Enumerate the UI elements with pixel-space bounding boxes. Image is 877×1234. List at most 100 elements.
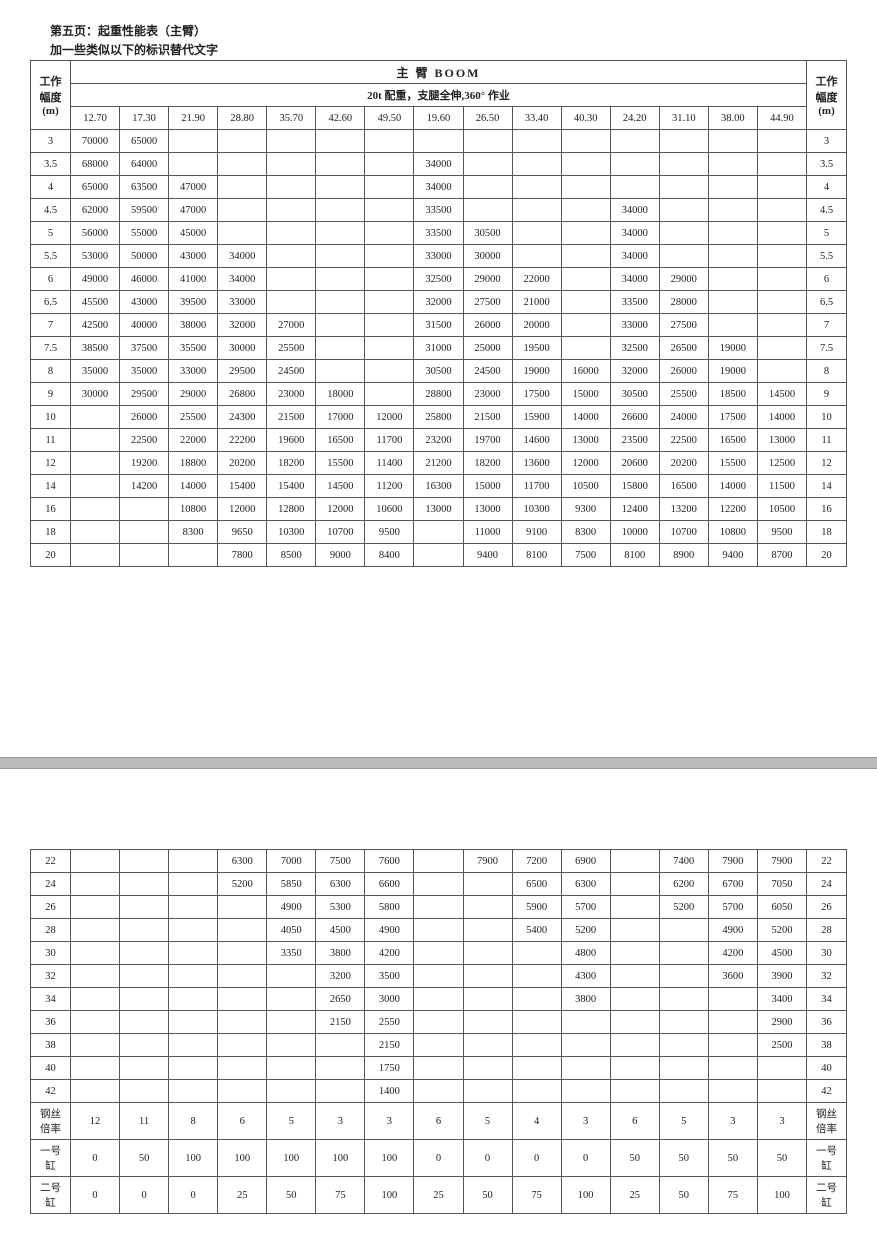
data-cell: 24500 [267,360,316,383]
data-cell [414,130,463,153]
data-cell: 6 [218,1103,267,1140]
data-cell: 11400 [365,452,414,475]
table-row: 370000650003 [31,130,847,153]
data-cell: 30500 [463,222,512,245]
data-cell: 49000 [71,268,120,291]
data-cell: 11700 [512,475,561,498]
data-cell [659,942,708,965]
row-label-right: 一号缸 [807,1140,847,1177]
data-cell [218,1011,267,1034]
data-cell: 16300 [414,475,463,498]
data-cell: 3200 [316,965,365,988]
data-cell: 18200 [463,452,512,475]
row-label-right: 3 [807,130,847,153]
data-cell [169,1057,218,1080]
data-cell: 25 [610,1177,659,1214]
data-cell [169,965,218,988]
data-cell [512,245,561,268]
data-cell: 43000 [120,291,169,314]
data-cell: 32500 [610,337,659,360]
data-cell [512,988,561,1011]
data-cell [267,199,316,222]
data-cell [218,199,267,222]
data-cell: 0 [71,1140,120,1177]
column-header: 44.90 [757,107,806,130]
data-cell: 12000 [365,406,414,429]
data-cell [267,245,316,268]
data-cell: 34000 [218,245,267,268]
data-cell: 50 [757,1140,806,1177]
data-cell [71,965,120,988]
data-cell [463,1034,512,1057]
row-label-right: 12 [807,452,847,475]
data-cell: 6900 [561,850,610,873]
data-cell: 6300 [218,850,267,873]
row-label-right: 18 [807,521,847,544]
data-cell [610,130,659,153]
data-cell: 100 [365,1140,414,1177]
data-cell: 30500 [414,360,463,383]
data-cell [316,1057,365,1080]
data-cell: 53000 [71,245,120,268]
data-cell [757,314,806,337]
data-cell [659,965,708,988]
data-cell [267,1011,316,1034]
data-cell: 14200 [120,475,169,498]
data-cell [610,1080,659,1103]
data-cell: 38000 [169,314,218,337]
data-cell [610,1057,659,1080]
data-cell: 5200 [561,919,610,942]
data-cell [561,130,610,153]
page-title-2: 加一些类似以下的标识替代文字 [50,41,847,58]
data-cell [316,1034,365,1057]
data-cell [757,245,806,268]
data-cell [659,988,708,1011]
row-label-right: 9 [807,383,847,406]
data-cell: 14000 [757,406,806,429]
table-row: 4.562000595004700033500340004.5 [31,199,847,222]
data-cell [169,873,218,896]
data-cell [610,873,659,896]
data-cell: 23000 [267,383,316,406]
data-cell: 30000 [71,383,120,406]
data-cell: 13600 [512,452,561,475]
data-cell: 50 [610,1140,659,1177]
data-cell: 25500 [659,383,708,406]
data-cell [708,245,757,268]
table-row: 1122500220002220019600165001170023200197… [31,429,847,452]
data-cell: 56000 [71,222,120,245]
row-label-left: 9 [31,383,71,406]
data-cell: 3900 [757,965,806,988]
row-label-left: 22 [31,850,71,873]
data-cell: 35500 [169,337,218,360]
data-cell [610,896,659,919]
data-cell: 34000 [414,176,463,199]
row-label-right: 38 [807,1034,847,1057]
data-cell [365,176,414,199]
row-label-left: 42 [31,1080,71,1103]
data-cell: 31000 [414,337,463,360]
table-row: 1883009650103001070095001100091008300100… [31,521,847,544]
data-cell: 50 [463,1177,512,1214]
data-cell: 50 [120,1140,169,1177]
row-label-left: 18 [31,521,71,544]
data-cell [414,896,463,919]
data-cell: 16500 [316,429,365,452]
row-label-left: 40 [31,1057,71,1080]
row-label-left: 3.5 [31,153,71,176]
row-label-right: 二号缸 [807,1177,847,1214]
data-cell [71,850,120,873]
data-cell: 10700 [659,521,708,544]
data-cell: 6 [610,1103,659,1140]
data-cell [71,873,120,896]
data-cell: 9400 [708,544,757,567]
table-row: 1414200140001540015400145001120016300150… [31,475,847,498]
data-cell: 34000 [610,199,659,222]
data-cell [218,988,267,1011]
data-cell: 18800 [169,452,218,475]
column-header: 38.00 [708,107,757,130]
data-cell [561,337,610,360]
data-cell: 59500 [120,199,169,222]
data-cell [463,1080,512,1103]
data-cell [267,988,316,1011]
